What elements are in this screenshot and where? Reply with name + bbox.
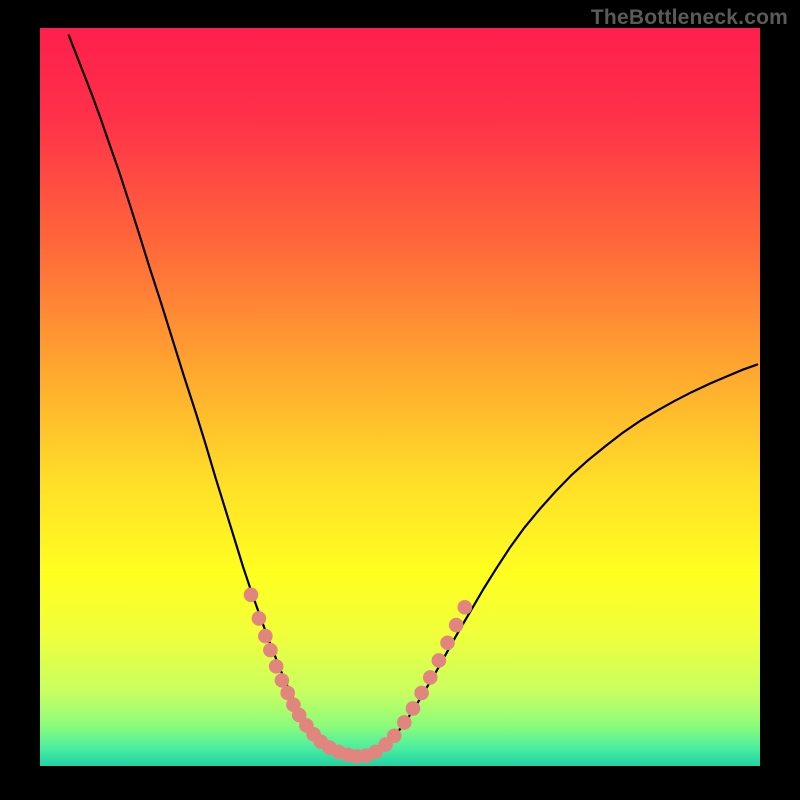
data-marker — [414, 686, 429, 701]
data-marker — [387, 728, 402, 743]
data-marker — [397, 715, 412, 730]
data-marker — [252, 611, 267, 626]
data-marker — [449, 618, 464, 633]
watermark-text: TheBottleneck.com — [591, 6, 788, 30]
plot-area — [40, 28, 760, 766]
data-marker — [258, 629, 273, 644]
data-marker — [440, 635, 455, 650]
data-marker — [423, 670, 438, 685]
data-marker — [406, 701, 421, 716]
data-marker — [432, 653, 447, 668]
chart-frame: TheBottleneck.com — [0, 0, 800, 800]
chart-svg — [40, 28, 760, 766]
data-marker — [244, 587, 259, 602]
data-marker — [269, 659, 284, 674]
data-marker — [263, 643, 278, 658]
data-marker — [275, 673, 290, 688]
data-marker — [458, 600, 473, 615]
gradient-background — [40, 28, 760, 766]
